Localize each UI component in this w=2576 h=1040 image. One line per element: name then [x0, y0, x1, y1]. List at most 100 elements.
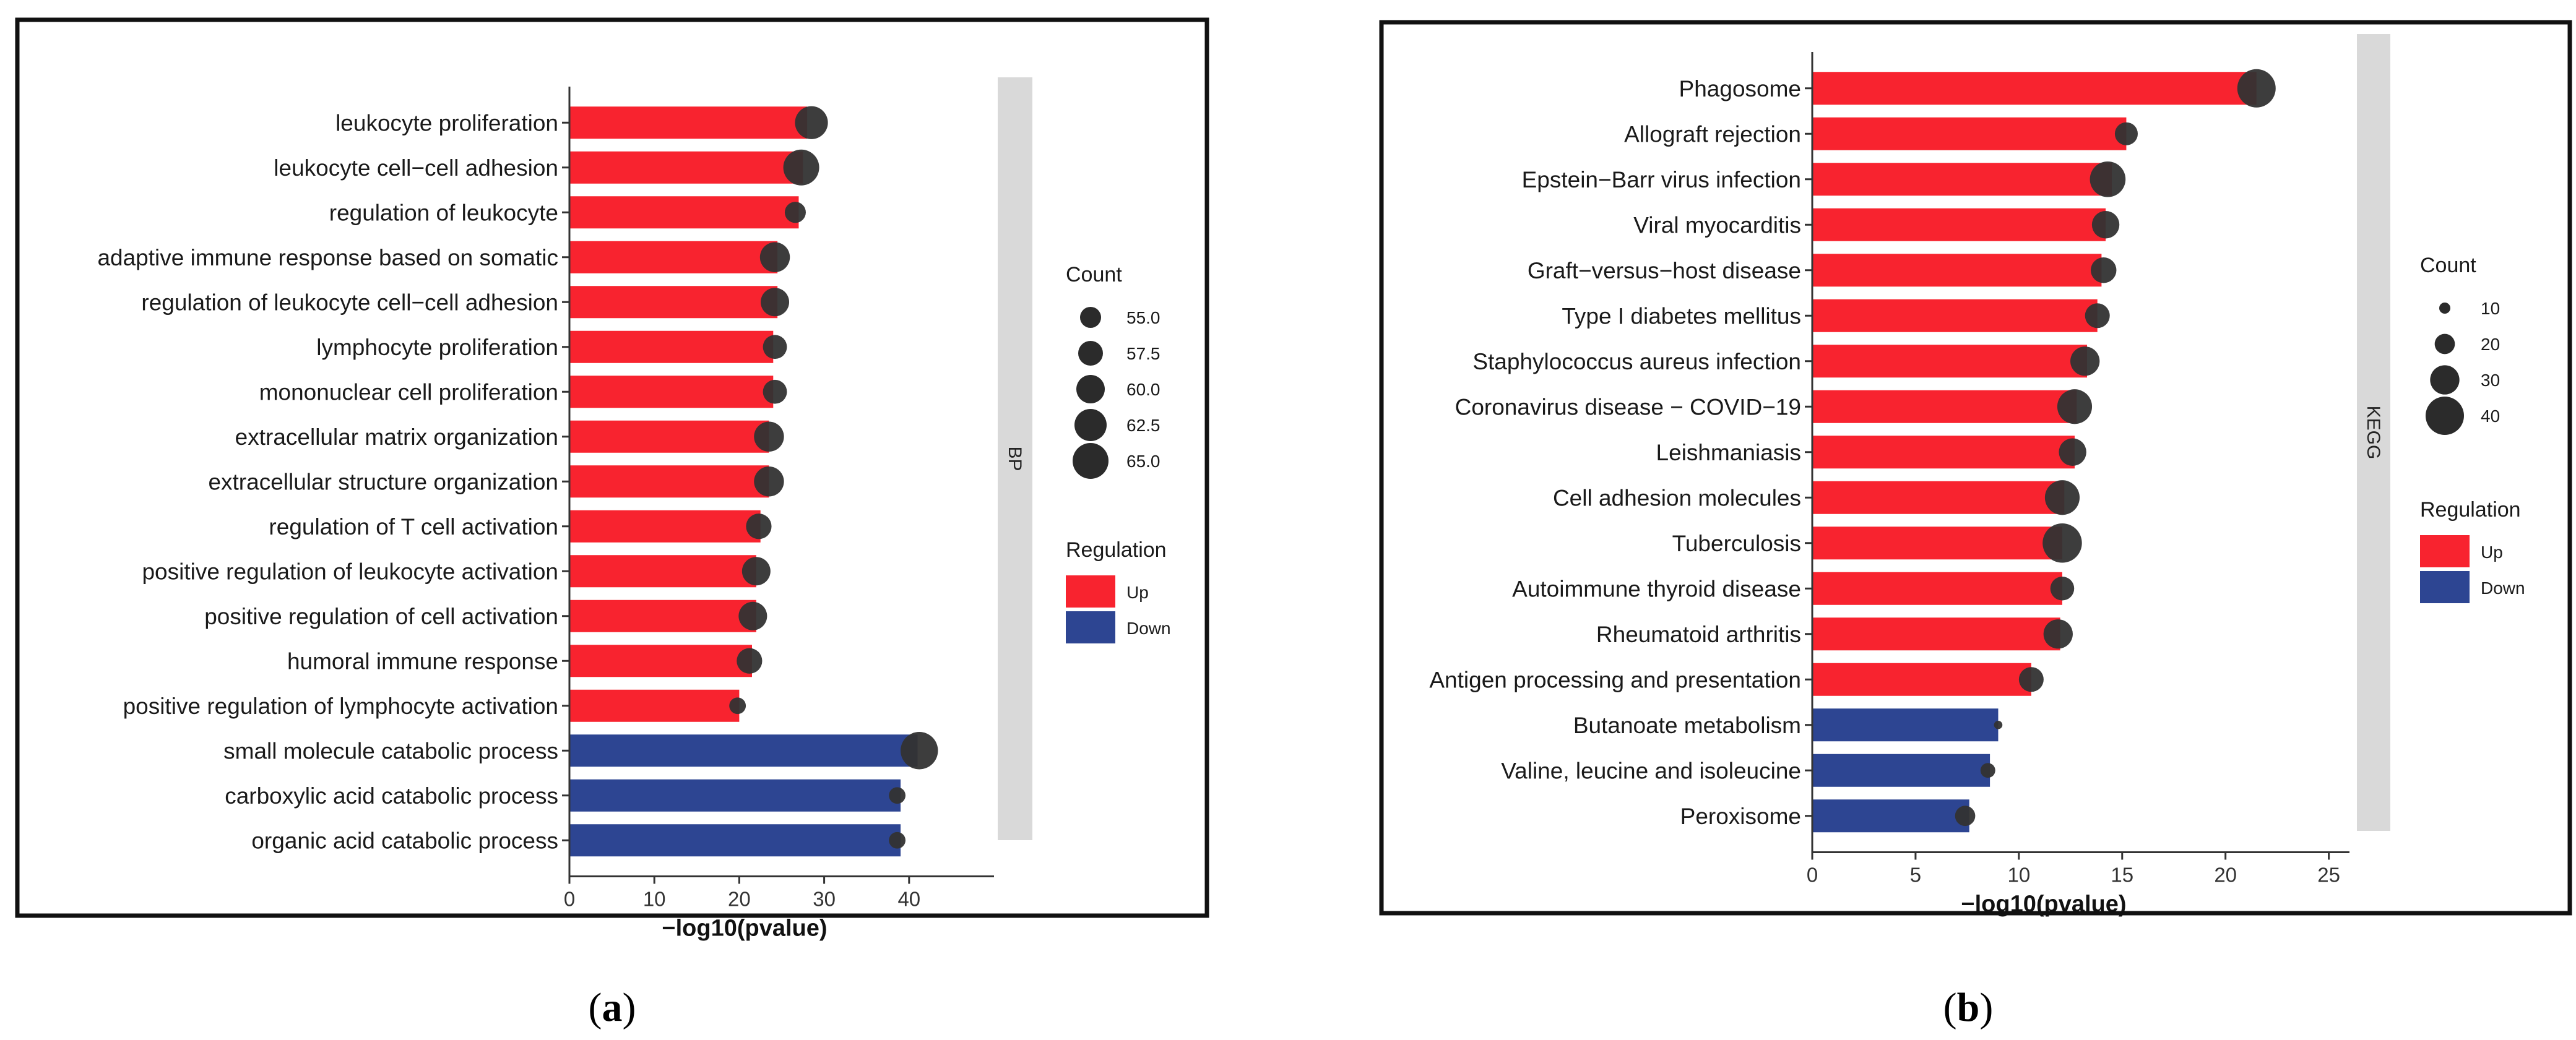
bar-b-14: [1812, 708, 1999, 742]
legend-count-label: 10: [2481, 299, 2500, 318]
legend-regulation-swatch: [2420, 571, 2470, 603]
bar-a-1: [569, 151, 803, 184]
count-dot-a-9: [746, 514, 772, 539]
bar-a-13: [569, 689, 740, 722]
bar-a-9: [569, 510, 761, 543]
bar-a-2: [569, 196, 799, 229]
legend-count-title: Count: [2420, 254, 2476, 277]
legend-regulation-label: Down: [1126, 619, 1171, 638]
legend-count-label: 55.0: [1126, 308, 1160, 327]
x-tick-label: 40: [897, 888, 920, 911]
bar-b-6: [1812, 345, 2088, 378]
term-label: Viral myocarditis: [1633, 212, 1801, 238]
x-tick-label: 10: [643, 888, 666, 911]
bar-a-4: [569, 286, 778, 319]
panel-a-chart: leukocyte proliferation leukocyte cell−ce…: [97, 77, 1171, 942]
facet-strip: [998, 77, 1032, 840]
bar-b-12: [1812, 617, 2060, 651]
term-label: regulation of leukocyte cell−cell adhesi…: [141, 290, 558, 315]
count-dot-b-2: [2090, 161, 2126, 197]
bar-a-15: [569, 779, 901, 812]
bar-b-15: [1812, 754, 1990, 787]
bar-b-8: [1812, 436, 2075, 469]
term-label: extracellular matrix organization: [235, 424, 558, 450]
count-dot-a-10: [741, 557, 771, 586]
term-label: positive regulation of leukocyte activat…: [142, 559, 558, 584]
count-dot-a-7: [754, 421, 784, 452]
legend-regulation-label: Down: [2481, 578, 2525, 598]
x-tick-label: 0: [1807, 864, 1818, 887]
bar-a-0: [569, 106, 808, 139]
term-label: Staphylococcus aureus infection: [1472, 349, 1801, 374]
legend-count-dot: [1076, 375, 1105, 403]
term-label: carboxylic acid catabolic process: [225, 783, 558, 809]
facet-strip: [2357, 34, 2390, 831]
count-dot-a-14: [901, 732, 938, 770]
count-dot-a-1: [783, 149, 819, 186]
bar-a-16: [569, 824, 901, 857]
term-label: Valine, leucine and isoleucine: [1501, 758, 1801, 783]
bar-a-5: [569, 330, 774, 363]
caption-a: (a): [589, 985, 636, 1030]
bar-b-9: [1812, 481, 2065, 514]
term-label: Coronavirus disease − COVID−19: [1455, 394, 1801, 419]
bar-a-12: [569, 645, 752, 677]
bar-b-1: [1812, 117, 2127, 150]
count-dot-b-11: [2050, 576, 2075, 601]
count-dot-a-13: [729, 697, 746, 715]
bar-a-3: [569, 241, 778, 273]
count-dot-b-9: [2044, 480, 2080, 515]
count-dot-b-14: [1994, 720, 2003, 729]
term-label: positive regulation of lymphocyte activa…: [123, 694, 558, 719]
bar-b-0: [1812, 72, 2257, 105]
x-axis-title: −log10(pvalue): [662, 916, 827, 942]
bar-a-8: [569, 465, 769, 498]
legend-count-label: 57.5: [1126, 344, 1160, 363]
legend-count-dot: [1078, 341, 1103, 366]
term-label: Antigen processing and presentation: [1429, 667, 1801, 692]
term-label: regulation of T cell activation: [269, 514, 558, 539]
term-label: Allograft rejection: [1624, 121, 1801, 147]
count-dot-a-5: [763, 335, 787, 359]
legend-count-dot: [2439, 303, 2450, 314]
term-label: leukocyte cell−cell adhesion: [274, 155, 558, 181]
term-label: Type I diabetes mellitus: [1562, 303, 1801, 329]
term-label: Rheumatoid arthritis: [1596, 622, 1801, 647]
caption-a-letter: a: [602, 985, 623, 1030]
term-label: humoral immune response: [287, 648, 558, 674]
legend-regulation-label: Up: [1126, 583, 1149, 602]
x-tick-label: 10: [2007, 864, 2030, 887]
term-label: Tuberculosis: [1672, 531, 1801, 556]
legend-regulation-title: Regulation: [2420, 498, 2521, 522]
legend-regulation-label: Up: [2481, 543, 2503, 562]
x-tick-label: 30: [813, 888, 836, 911]
count-dot-b-0: [2237, 69, 2276, 108]
bar-b-5: [1812, 299, 2098, 332]
legend-count-title: Count: [1066, 263, 1122, 286]
caption-b-letter: b: [1957, 985, 1980, 1030]
legend-regulation-title: Regulation: [1066, 538, 1167, 562]
x-tick-label: 20: [728, 888, 751, 911]
count-dot-b-5: [2085, 303, 2110, 329]
term-label: extracellular structure organization: [208, 469, 558, 494]
count-dot-b-6: [2070, 346, 2100, 376]
bar-a-14: [569, 734, 918, 767]
x-tick-label: 0: [564, 888, 575, 911]
term-label: Butanoate metabolism: [1573, 713, 1801, 738]
count-dot-b-1: [2114, 122, 2138, 145]
term-label: Leishmaniasis: [1656, 440, 1801, 465]
legend-count-dot: [2434, 333, 2455, 355]
panel-b-chart: Phagosome Allograft rejection Epstein−Barr…: [1429, 34, 2525, 918]
count-dot-b-3: [2091, 211, 2120, 239]
x-tick-label: 25: [2317, 864, 2340, 887]
count-dot-b-12: [2043, 619, 2073, 649]
legend-count-label: 60.0: [1126, 380, 1160, 399]
count-dot-a-11: [738, 601, 767, 630]
count-dot-b-16: [1955, 806, 1976, 827]
facet-strip-label: KEGG: [2363, 406, 2384, 460]
x-axis-title: −log10(pvalue): [1961, 892, 2126, 918]
bar-b-10: [1812, 526, 2062, 560]
bar-b-16: [1812, 799, 1969, 833]
legend-regulation-swatch: [1066, 575, 1115, 608]
x-tick-label: 15: [2111, 864, 2133, 887]
